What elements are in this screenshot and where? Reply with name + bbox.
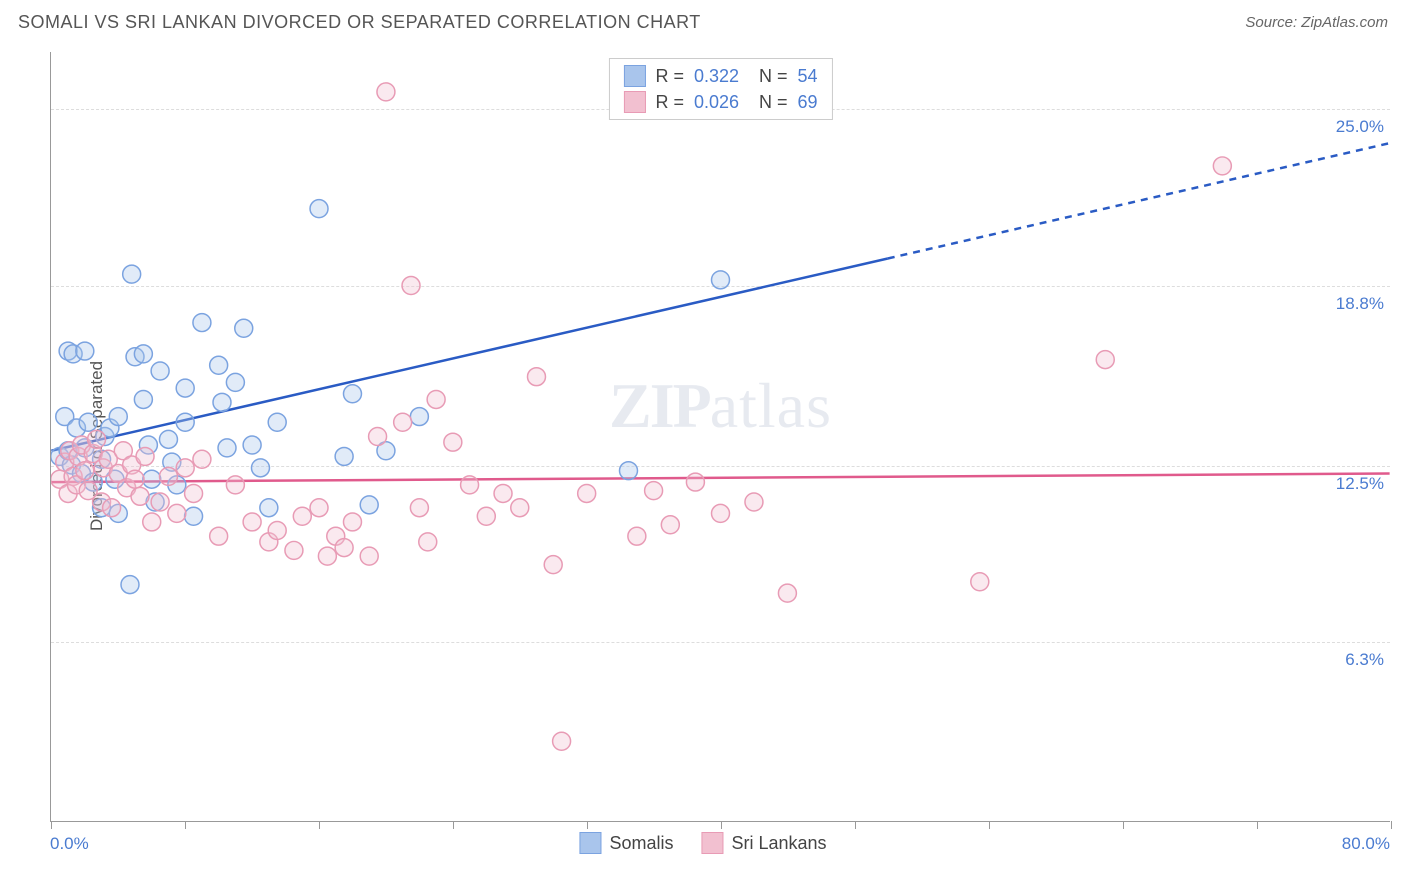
source-attribution: Source: ZipAtlas.com bbox=[1245, 14, 1388, 31]
legend-row-srilankans: R = 0.026 N = 69 bbox=[623, 89, 817, 115]
legend-row-somalis: R = 0.322 N = 54 bbox=[623, 63, 817, 89]
series-legend: Somalis Sri Lankans bbox=[579, 832, 826, 854]
chart-title: SOMALI VS SRI LANKAN DIVORCED OR SEPARAT… bbox=[18, 12, 701, 33]
swatch-srilankans-icon bbox=[701, 832, 723, 854]
scatter-svg bbox=[51, 52, 1390, 821]
x-axis-min-label: 0.0% bbox=[50, 834, 89, 854]
correlation-legend: R = 0.322 N = 54 R = 0.026 N = 69 bbox=[608, 58, 832, 120]
plot-area: ZIPatlas R = 0.322 N = 54 R = 0.026 N = … bbox=[50, 52, 1390, 822]
legend-item-srilankans: Sri Lankans bbox=[701, 832, 826, 854]
swatch-somalis bbox=[623, 65, 645, 87]
legend-label-somalis: Somalis bbox=[609, 833, 673, 854]
x-axis-max-label: 80.0% bbox=[1342, 834, 1390, 854]
swatch-srilankans bbox=[623, 91, 645, 113]
swatch-somalis-icon bbox=[579, 832, 601, 854]
legend-item-somalis: Somalis bbox=[579, 832, 673, 854]
legend-label-srilankans: Sri Lankans bbox=[731, 833, 826, 854]
